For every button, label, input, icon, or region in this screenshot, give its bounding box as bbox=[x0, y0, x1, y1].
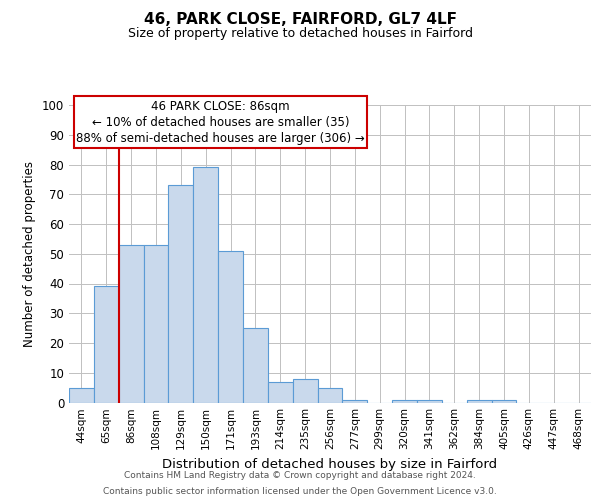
Text: 46 PARK CLOSE: 86sqm: 46 PARK CLOSE: 86sqm bbox=[151, 100, 290, 113]
Bar bbox=[69, 388, 94, 402]
Text: 88% of semi-detached houses are larger (306) →: 88% of semi-detached houses are larger (… bbox=[76, 132, 365, 145]
Bar bbox=[417, 400, 442, 402]
Bar bbox=[193, 168, 218, 402]
Text: ← 10% of detached houses are smaller (35): ← 10% of detached houses are smaller (35… bbox=[92, 116, 349, 128]
Bar bbox=[268, 382, 293, 402]
Bar bbox=[169, 186, 193, 402]
Text: Contains HM Land Registry data © Crown copyright and database right 2024.: Contains HM Land Registry data © Crown c… bbox=[124, 472, 476, 480]
Text: Contains public sector information licensed under the Open Government Licence v3: Contains public sector information licen… bbox=[103, 486, 497, 496]
Bar bbox=[94, 286, 119, 403]
Text: Size of property relative to detached houses in Fairford: Size of property relative to detached ho… bbox=[128, 28, 473, 40]
Bar bbox=[293, 378, 317, 402]
Y-axis label: Number of detached properties: Number of detached properties bbox=[23, 161, 37, 347]
Bar bbox=[218, 251, 243, 402]
Bar bbox=[119, 245, 143, 402]
FancyBboxPatch shape bbox=[74, 96, 367, 148]
Bar bbox=[467, 400, 491, 402]
Bar bbox=[392, 400, 417, 402]
X-axis label: Distribution of detached houses by size in Fairford: Distribution of detached houses by size … bbox=[163, 458, 497, 471]
Bar bbox=[343, 400, 367, 402]
Text: 46, PARK CLOSE, FAIRFORD, GL7 4LF: 46, PARK CLOSE, FAIRFORD, GL7 4LF bbox=[143, 12, 457, 28]
Bar bbox=[317, 388, 343, 402]
Bar bbox=[243, 328, 268, 402]
Bar bbox=[491, 400, 517, 402]
Bar bbox=[143, 245, 169, 402]
